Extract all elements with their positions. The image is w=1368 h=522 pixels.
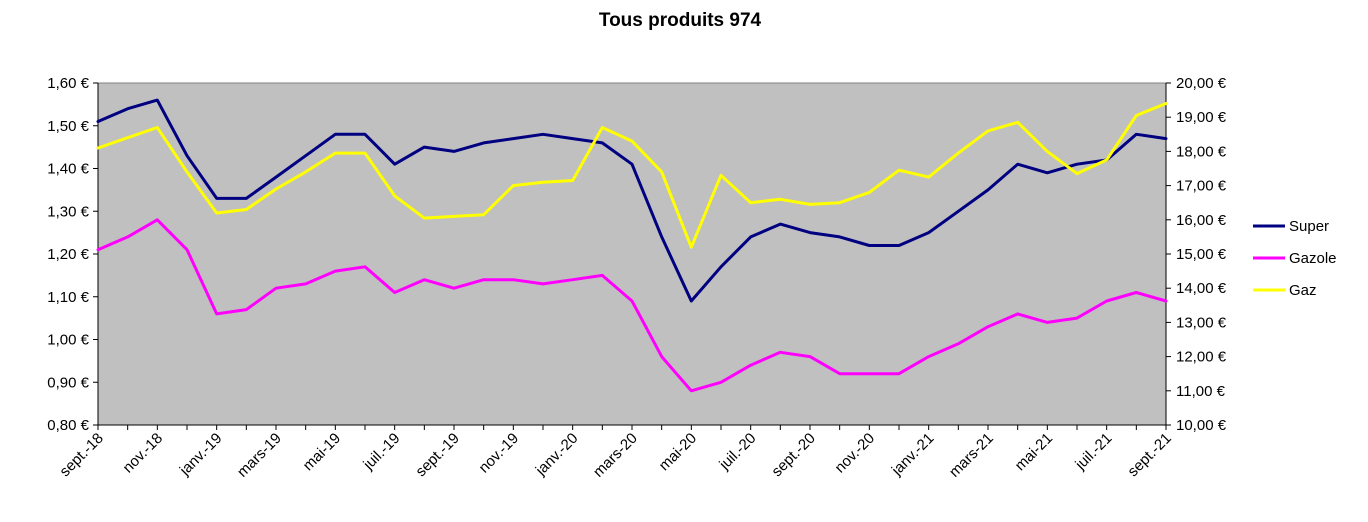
series-line-super (96, 98, 1168, 303)
x-tick-label: nov.-19 (476, 430, 523, 477)
x-tick-label: juil.-21 (1072, 430, 1116, 474)
legend: Super Gazole Gaz (1253, 218, 1337, 299)
left-tick-label: 1,20 € (47, 246, 89, 263)
left-tick-label: 0,90 € (47, 374, 89, 391)
x-tick-label: mars-19 (234, 430, 285, 481)
right-tick-label: 14,00 € (1176, 280, 1227, 297)
x-tick-label: janv.-21 (888, 430, 938, 480)
series-line-gaz (96, 102, 1168, 249)
x-tick-label: nov.-20 (832, 430, 879, 477)
left-axis: 0,80 € 0,90 € 1,00 € 1,10 € 1,20 € 1,30 € 1,40… (47, 75, 99, 434)
series-line-gazole (96, 218, 1168, 393)
x-tick-label: mai-19 (300, 430, 344, 474)
right-tick-label: 12,00 € (1176, 349, 1227, 366)
x-tick-label: sept.-18 (56, 430, 106, 480)
x-tick-label: sept.-21 (1124, 430, 1174, 480)
x-tick-label: janv.-20 (532, 430, 582, 480)
x-tick-label: sept.-19 (412, 430, 462, 480)
right-tick-label: 11,00 € (1176, 383, 1226, 400)
chart-title: Tous produits 974 (599, 10, 762, 31)
legend-label-super: Super (1289, 218, 1329, 235)
right-tick-label: 10,00 € (1176, 417, 1227, 434)
x-tick-label: mai-21 (1012, 430, 1056, 474)
left-tick-label: 1,40 € (47, 161, 89, 178)
right-tick-label: 18,00 € (1176, 143, 1227, 160)
x-tick-label: sept.-20 (768, 430, 818, 480)
x-tick-label: nov.-18 (120, 430, 167, 477)
legend-label-gaz: Gaz (1289, 282, 1317, 299)
left-tick-label: 1,10 € (47, 289, 89, 306)
right-tick-label: 13,00 € (1176, 314, 1227, 331)
right-tick-label: 20,00 € (1176, 75, 1227, 92)
x-tick-label: mars-21 (946, 430, 997, 481)
x-tick-label: juil.-19 (360, 430, 404, 474)
right-tick-label: 19,00 € (1176, 109, 1227, 126)
left-tick-label: 1,50 € (47, 118, 89, 135)
left-tick-label: 1,60 € (47, 75, 89, 92)
x-tick-label: mai-20 (656, 430, 700, 474)
right-tick-label: 15,00 € (1176, 246, 1227, 263)
right-tick-label: 17,00 € (1176, 178, 1227, 195)
plot-area (97, 82, 1167, 426)
right-tick-label: 16,00 € (1176, 212, 1227, 229)
legend-label-gazole: Gazole (1289, 250, 1337, 267)
series-layer (96, 98, 1168, 393)
x-tick-label: janv.-19 (176, 430, 226, 480)
x-axis: sept.-18 nov.-18 janv.-19 mars-19 mai-19 juil… (56, 424, 1175, 481)
left-tick-label: 1,00 € (47, 332, 89, 349)
right-axis: 10,00 € 11,00 € 12,00 € 13,00 € 14,00 € 15,00… (1165, 75, 1227, 434)
x-tick-label: mars-20 (590, 430, 641, 481)
left-tick-label: 1,30 € (47, 203, 89, 220)
x-tick-label: juil.-20 (716, 430, 760, 474)
left-tick-label: 0,80 € (47, 417, 89, 434)
